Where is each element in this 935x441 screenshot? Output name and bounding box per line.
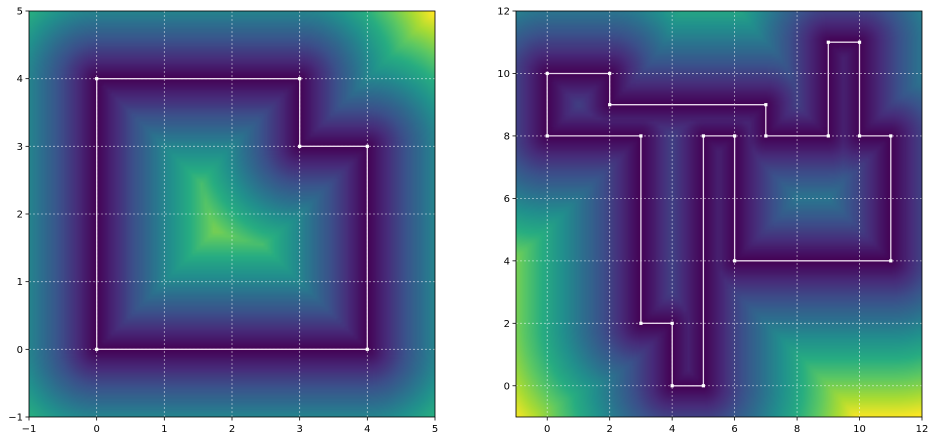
path-vertex: [857, 134, 862, 138]
path-vertex: [95, 77, 99, 81]
path-vertex: [701, 384, 705, 388]
path-vertex: [764, 134, 768, 138]
axes-frame: [515, 10, 923, 418]
path-vertex: [365, 144, 369, 148]
path-vertex: [95, 347, 99, 351]
y-tick-label: 3: [17, 142, 23, 153]
x-tick-label: 6: [731, 424, 737, 435]
x-tick-label: 0: [544, 424, 550, 435]
right-chart: 0 2 4 6 8 10 12 0 2 4 6 8 10 12: [497, 7, 928, 436]
x-tick-label: 0: [93, 424, 99, 435]
path-vertex: [889, 259, 893, 263]
y-tick-label: 4: [17, 74, 23, 85]
x-tick-label: 4: [669, 424, 675, 435]
y-tick-label: 0: [504, 381, 510, 392]
x-tick-label: 1: [161, 424, 167, 435]
path-vertex: [889, 134, 893, 138]
x-tick-label: 8: [794, 424, 800, 435]
path-vertex: [701, 134, 705, 138]
path-vertex: [826, 134, 830, 138]
y-tick-label: 2: [504, 319, 510, 330]
x-tick-label: 4: [364, 424, 370, 435]
path-vertex: [670, 321, 674, 325]
x-tick-label: −1: [22, 424, 37, 435]
y-tick-label: 1: [17, 277, 23, 288]
path-vertex: [298, 144, 302, 148]
path-vertex: [298, 77, 302, 81]
x-tick-label: 12: [916, 424, 929, 435]
y-tick-label: 6: [504, 194, 510, 205]
x-tick-label: 5: [432, 424, 438, 435]
heatmap-image: [516, 11, 922, 417]
path-vertex: [764, 103, 768, 107]
y-tick-label: 4: [504, 256, 510, 267]
x-tick-label: 10: [853, 424, 866, 435]
left-chart: −1 0 1 2 3 4 5 −1 0 1 2 3 4 5: [8, 7, 438, 436]
y-tick-label: −1: [8, 413, 23, 424]
y-tick-label: 8: [504, 131, 510, 142]
x-tick-label: 2: [607, 424, 613, 435]
y-tick-label: 0: [17, 345, 23, 356]
path-vertex: [733, 134, 737, 138]
path-vertex: [639, 321, 643, 325]
path-vertex: [857, 40, 862, 44]
x-tick-label: 3: [296, 424, 302, 435]
y-tick-label: 5: [17, 7, 23, 18]
path-vertex: [608, 71, 612, 76]
path-vertex: [545, 134, 549, 138]
x-tick-label: 2: [229, 424, 235, 435]
path-vertex: [639, 134, 643, 138]
path-vertex: [365, 347, 369, 351]
y-tick-label: 12: [497, 7, 510, 18]
path-vertex: [826, 40, 830, 44]
path-vertex: [733, 259, 737, 263]
y-tick-label: 2: [17, 210, 23, 221]
path-vertex: [670, 384, 674, 388]
y-tick-label: 10: [497, 69, 510, 80]
path-vertex: [608, 103, 612, 107]
path-vertex: [545, 71, 549, 76]
